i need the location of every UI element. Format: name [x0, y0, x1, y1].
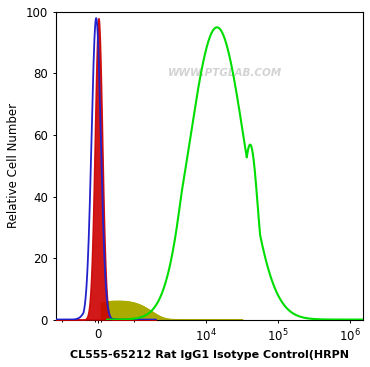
Y-axis label: Relative Cell Number: Relative Cell Number — [7, 103, 20, 228]
Text: WWW.PTGLAB.COM: WWW.PTGLAB.COM — [168, 69, 282, 79]
X-axis label: CL555-65212 Rat IgG1 Isotype Control(HRPN: CL555-65212 Rat IgG1 Isotype Control(HRP… — [70, 350, 349, 360]
